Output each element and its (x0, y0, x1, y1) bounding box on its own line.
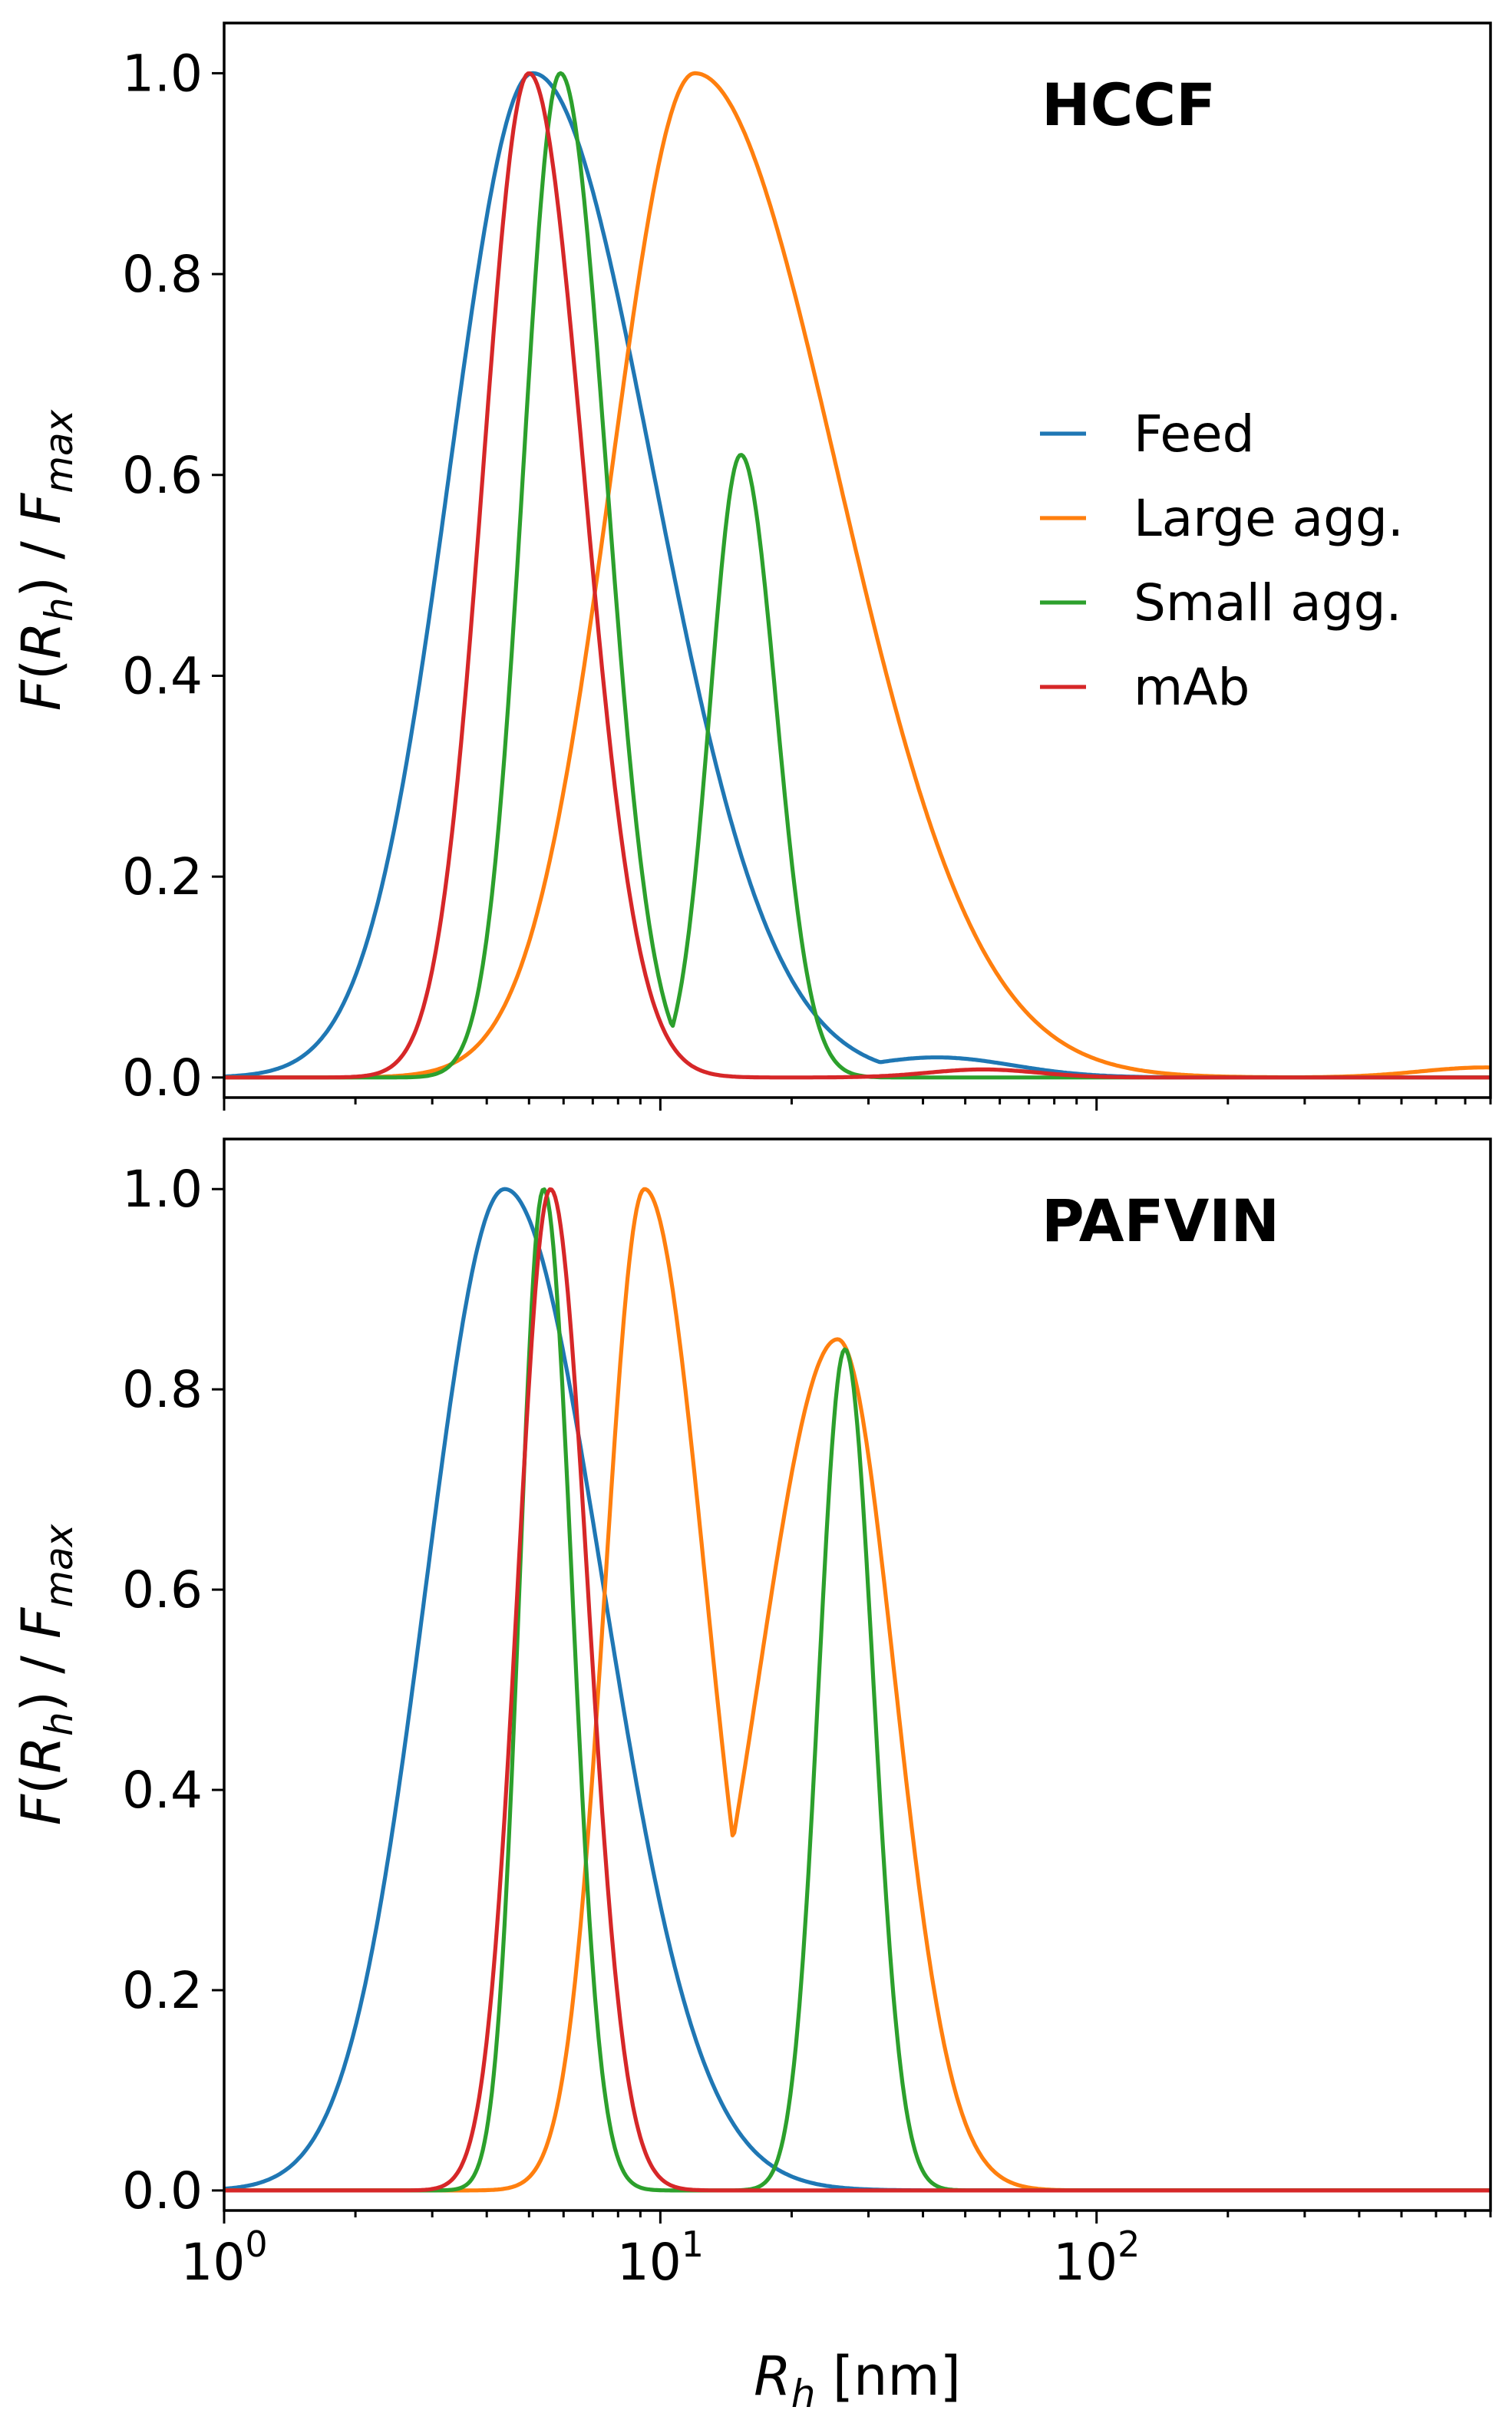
series-line-mab (224, 1187, 1491, 2193)
y-tick-label: 1.0 (122, 1160, 203, 1219)
x-axis-title: Rh [nm] (754, 2345, 961, 2416)
y-tick-label: 0.0 (122, 1048, 203, 1108)
panel-label: PAFVIN (1042, 1187, 1279, 1255)
y-tick-label: 0.8 (122, 1360, 203, 1419)
y-tick-label: 0.6 (122, 1560, 203, 1619)
legend-label: Feed (1134, 404, 1254, 464)
legend-label: mAb (1134, 658, 1250, 717)
x-tick-label: 101 (617, 2224, 704, 2292)
panel-bottom: 0.0 0.2 0.4 0.6 0.8 1.0 100 101 102 F(Rh) / Fmax R… (10, 1137, 1492, 2416)
panel-label: HCCF (1042, 71, 1216, 139)
legend-label: Small agg. (1134, 573, 1402, 632)
series-group (224, 71, 1491, 1080)
y-tick-label: 1.0 (122, 44, 203, 103)
plot-frame (223, 21, 1492, 1099)
y-tick-label: 0.2 (122, 847, 203, 906)
x-tick-label: 100 (180, 2224, 267, 2292)
y-tick-label: 0.4 (122, 646, 203, 705)
y-tick-label: 0.0 (122, 2161, 203, 2220)
y-tick-label: 0.2 (122, 1961, 203, 2020)
y-tick-label: 0.4 (122, 1761, 203, 1820)
y-axis-title: F(Rh) / Fmax (10, 409, 81, 711)
y-axis-title: F(Rh) / Fmax (10, 1524, 81, 1825)
series-line-feed (224, 1187, 1491, 2193)
series-line-mab (224, 71, 1491, 1080)
panel-top: 0.0 0.2 0.4 0.6 0.8 1.0 F(Rh) / Fmax HCCF Feed La… (10, 21, 1492, 1111)
series-group (224, 1187, 1491, 2193)
plot-frame (223, 1137, 1492, 2212)
x-tick-label: 102 (1053, 2224, 1140, 2292)
legend-label: Large agg. (1134, 489, 1404, 548)
y-tick-label: 0.8 (122, 245, 203, 304)
legend: Feed Large agg. Small agg. mAb (1040, 404, 1404, 717)
y-tick-label: 0.6 (122, 446, 203, 505)
